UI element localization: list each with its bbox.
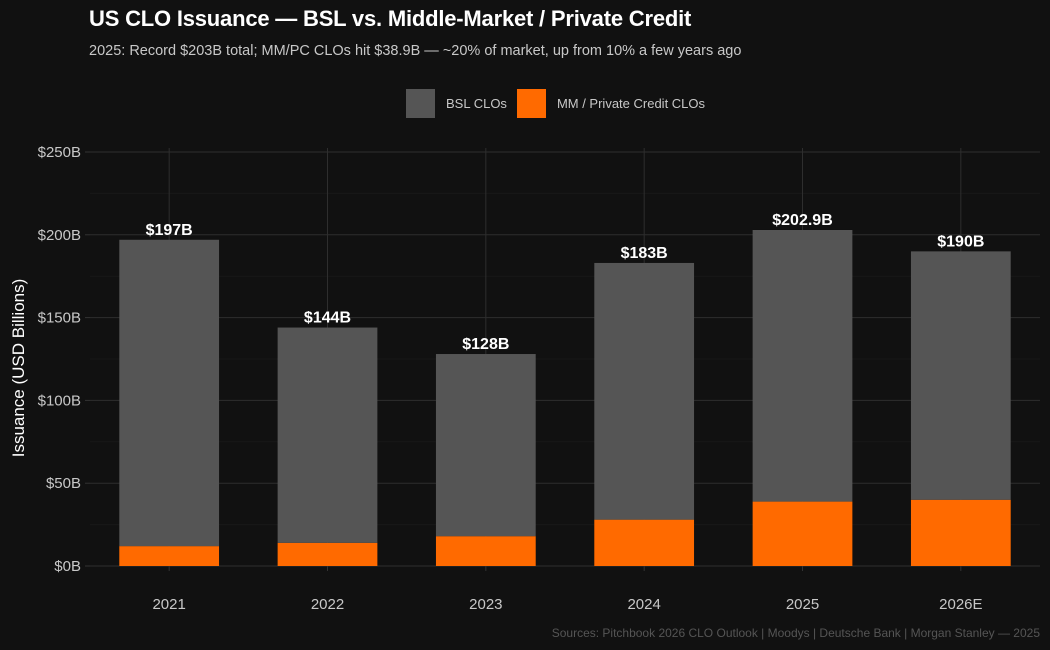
total-data-label: $144B (304, 310, 351, 327)
y-tick-label: $50B (46, 475, 81, 492)
x-tick-label: 2025 (786, 596, 819, 613)
bar-bsl (594, 262, 695, 520)
y-tick-label: $150B (38, 310, 81, 327)
bar-bsl (277, 327, 378, 543)
bar-bsl (910, 251, 1011, 500)
y-tick-label: $250B (38, 144, 81, 161)
legend-label-mm: MM / Private Credit CLOs (556, 95, 706, 111)
source-note: Sources: Pitchbook 2026 CLO Outlook | Mo… (551, 626, 1040, 640)
bar-mm-private-credit (277, 542, 378, 566)
total-data-label: $128B (462, 336, 509, 353)
bar-mm-private-credit (594, 519, 695, 566)
y-tick-label: $0B (54, 558, 81, 575)
total-data-label: $202.9B (772, 212, 833, 229)
bar-bsl (435, 354, 536, 537)
total-data-label: $190B (937, 233, 984, 250)
legend-swatch-bsl (406, 88, 435, 118)
bar-mm-private-credit (752, 501, 853, 566)
x-tick-label: 2026E (939, 596, 982, 613)
chart-subtitle: 2025: Record $203B total; MM/PC CLOs hit… (89, 43, 742, 59)
bar-bsl (752, 229, 853, 502)
chart-title: US CLO Issuance — BSL vs. Middle-Market … (89, 6, 692, 31)
x-tick-label: 2024 (627, 596, 660, 613)
x-tick-label: 2021 (152, 596, 185, 613)
total-data-label: $197B (146, 222, 193, 239)
y-tick-label: $100B (38, 392, 81, 409)
bar-mm-private-credit (435, 536, 536, 566)
bar-mm-private-credit (119, 546, 220, 566)
legend-swatch-mm (516, 88, 546, 118)
legend-label-bsl: BSL CLOs (446, 95, 507, 111)
legend: BSL CLOs MM / Private Credit CLOs (406, 88, 715, 118)
total-data-label: $183B (621, 245, 668, 262)
y-tick-label: $200B (38, 227, 81, 244)
bar-mm-private-credit (910, 499, 1011, 566)
bar-bsl (119, 239, 220, 547)
x-tick-label: 2022 (311, 596, 344, 613)
x-tick-label: 2023 (469, 596, 502, 613)
